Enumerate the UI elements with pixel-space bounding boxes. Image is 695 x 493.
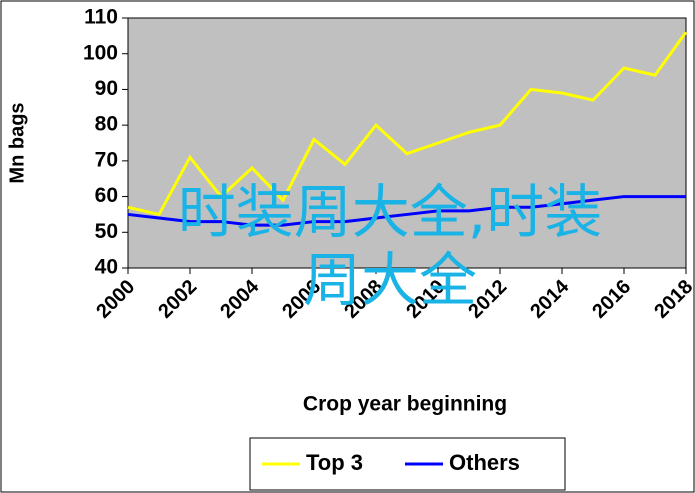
y-tick-label: 40 [95,256,118,279]
series-line [127,195,686,227]
x-axis-title: Crop year beginning [303,393,507,416]
watermark: 时装周大全,时装周大全 [177,178,603,314]
series-line [127,31,688,217]
x-tick-label: 2018 [650,276,695,323]
plot-area [127,17,687,269]
y-axis-title: Mn bags [6,102,28,183]
y-tick-label: 80 [95,113,118,136]
x-tick-label: 2000 [92,276,139,323]
y-tick-label: 60 [95,184,118,207]
y-tick-label: 50 [95,220,118,243]
legend-label: Top 3 [306,450,363,475]
y-tick-label: 100 [83,41,118,64]
legend-label: Others [449,450,520,475]
y-tick-label: 90 [95,77,118,100]
y-tick-label: 70 [95,148,118,171]
y-tick-label: 110 [84,6,118,29]
